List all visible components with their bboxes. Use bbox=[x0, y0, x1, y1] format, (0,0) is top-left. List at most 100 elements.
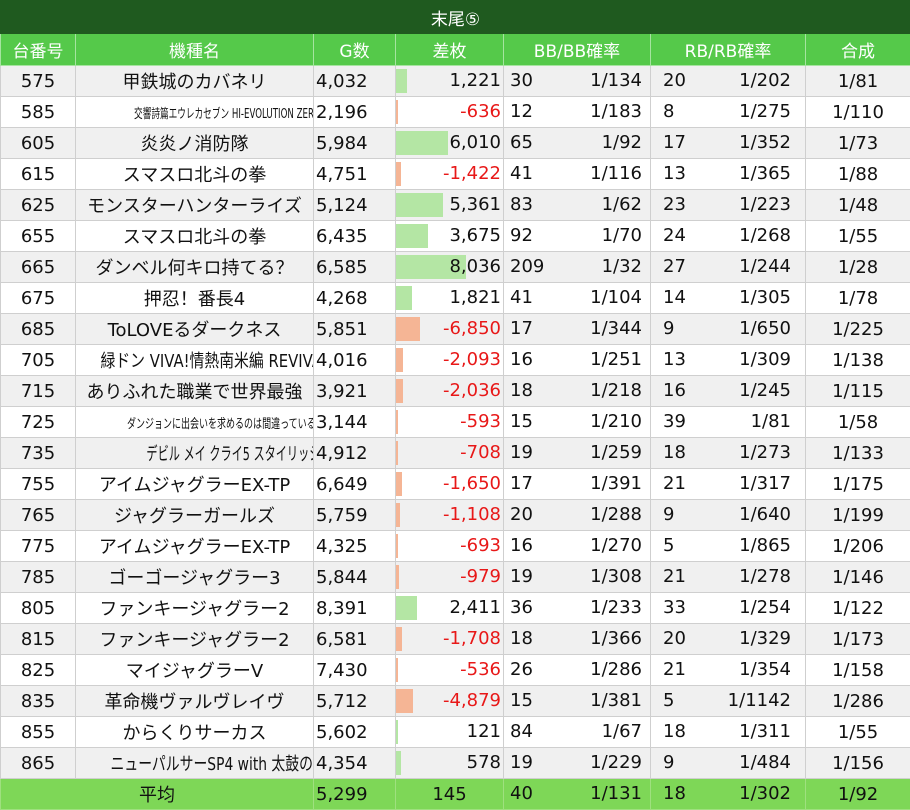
bb-cell: 209 1/32 bbox=[504, 252, 651, 283]
diff-bar bbox=[396, 720, 398, 744]
machine-no: 805 bbox=[1, 593, 76, 624]
combined-rate: 1/73 bbox=[806, 128, 910, 159]
game-count: 5,712 bbox=[314, 686, 396, 717]
bb-cell: 84 1/67 bbox=[504, 717, 651, 748]
bb-rate: 1/229 bbox=[590, 748, 642, 778]
machine-no: 735 bbox=[1, 438, 76, 469]
rb-count: 5 bbox=[663, 686, 674, 716]
diff-cell: -1,650 bbox=[396, 469, 504, 500]
game-count: 8,391 bbox=[314, 593, 396, 624]
rb-count: 20 bbox=[663, 624, 686, 654]
table-row: 865 ニューパルサーSP4 with 太鼓の達人 4,354 578 19 1… bbox=[1, 748, 910, 779]
table-row: 735 デビル メイ クライ5 スタイリッシュトライブ 4,912 -708 1… bbox=[1, 438, 910, 469]
diff-value: 8,036 bbox=[449, 252, 501, 282]
machine-name-cell: スマスロ北斗の拳 bbox=[76, 221, 314, 252]
machine-name-cell: ファンキージャグラー2 bbox=[76, 624, 314, 655]
combined-rate: 1/138 bbox=[806, 345, 910, 376]
rb-cell: 33 1/254 bbox=[651, 593, 806, 624]
machine-name: 押忍！番長4 bbox=[144, 285, 245, 311]
bb-cell: 65 1/92 bbox=[504, 128, 651, 159]
machine-no: 835 bbox=[1, 686, 76, 717]
bb-count: 15 bbox=[510, 407, 533, 437]
table-row: 805 ファンキージャグラー2 8,391 2,411 36 1/233 33 … bbox=[1, 593, 910, 624]
table-row: 675 押忍！番長4 4,268 1,821 41 1/104 14 1/305… bbox=[1, 283, 910, 314]
bb-count: 41 bbox=[510, 159, 533, 189]
average-bb-cell: 40 1/131 bbox=[504, 779, 651, 810]
average-rb-rate: 1/302 bbox=[739, 779, 791, 809]
rb-cell: 18 1/311 bbox=[651, 717, 806, 748]
machine-name-cell: 革命機ヴァルヴレイヴ bbox=[76, 686, 314, 717]
combined-rate: 1/156 bbox=[806, 748, 910, 779]
diff-value: -2,093 bbox=[443, 345, 501, 375]
bb-cell: 19 1/229 bbox=[504, 748, 651, 779]
bb-cell: 16 1/270 bbox=[504, 531, 651, 562]
diff-cell: -2,093 bbox=[396, 345, 504, 376]
bb-cell: 19 1/259 bbox=[504, 438, 651, 469]
machine-no: 685 bbox=[1, 314, 76, 345]
diff-value: 578 bbox=[467, 748, 501, 778]
machine-name-cell: アイムジャグラーEX-TP bbox=[76, 531, 314, 562]
bb-count: 65 bbox=[510, 128, 533, 158]
bb-rate: 1/233 bbox=[590, 593, 642, 623]
machine-name-cell: ゴーゴージャグラー3 bbox=[76, 562, 314, 593]
game-count: 5,984 bbox=[314, 128, 396, 159]
rb-cell: 21 1/278 bbox=[651, 562, 806, 593]
diff-cell: -708 bbox=[396, 438, 504, 469]
diff-cell: 3,675 bbox=[396, 221, 504, 252]
rb-count: 13 bbox=[663, 159, 686, 189]
machine-name-cell: アイムジャグラーEX-TP bbox=[76, 469, 314, 500]
bb-count: 209 bbox=[510, 252, 544, 282]
machine-no: 625 bbox=[1, 190, 76, 221]
bb-rate: 1/251 bbox=[590, 345, 642, 375]
rb-cell: 27 1/244 bbox=[651, 252, 806, 283]
rb-count: 21 bbox=[663, 562, 686, 592]
diff-value: -4,879 bbox=[443, 686, 501, 716]
machine-no: 775 bbox=[1, 531, 76, 562]
average-diff: 145 bbox=[396, 779, 504, 810]
average-bb: 40 bbox=[510, 779, 533, 809]
machine-name-cell: からくりサーカス bbox=[76, 717, 314, 748]
table-row: 585 交響詩篇エウレカセブン HI-EVOLUTION ZERO TYPE-A… bbox=[1, 97, 910, 128]
table-row: 815 ファンキージャグラー2 6,581 -1,708 18 1/366 20… bbox=[1, 624, 910, 655]
machine-no: 705 bbox=[1, 345, 76, 376]
rb-cell: 5 1/1142 bbox=[651, 686, 806, 717]
machine-name: ジャグラーガールズ bbox=[114, 502, 275, 528]
bb-count: 16 bbox=[510, 531, 533, 561]
table-row: 655 スマスロ北斗の拳 6,435 3,675 92 1/70 24 1/26… bbox=[1, 221, 910, 252]
machine-name-cell: ジャグラーガールズ bbox=[76, 500, 314, 531]
diff-cell: -6,850 bbox=[396, 314, 504, 345]
machine-name-cell: モンスターハンターライズ bbox=[76, 190, 314, 221]
rb-count: 9 bbox=[663, 314, 674, 344]
diff-value: 1,221 bbox=[449, 66, 501, 96]
rb-count: 20 bbox=[663, 66, 686, 96]
game-count: 4,325 bbox=[314, 531, 396, 562]
bb-count: 20 bbox=[510, 500, 533, 530]
diff-cell: -536 bbox=[396, 655, 504, 686]
bb-rate: 1/218 bbox=[590, 376, 642, 406]
rb-cell: 9 1/650 bbox=[651, 314, 806, 345]
game-count: 2,196 bbox=[314, 97, 396, 128]
machine-name-cell: ダンジョンに出会いを求めるのは間違っているだろうか2 bbox=[76, 407, 314, 438]
rb-rate: 1/650 bbox=[739, 314, 791, 344]
game-count: 4,016 bbox=[314, 345, 396, 376]
diff-value: -6,850 bbox=[443, 314, 501, 344]
bb-count: 17 bbox=[510, 314, 533, 344]
header-row: 台番号 機種名 G数 差枚 BB/BB確率 RB/RB確率 合成 bbox=[1, 34, 910, 66]
diff-bar bbox=[396, 627, 402, 651]
rb-count: 27 bbox=[663, 252, 686, 282]
diff-value: 5,361 bbox=[449, 190, 501, 220]
rb-rate: 1/309 bbox=[739, 345, 791, 375]
rb-rate: 1/305 bbox=[739, 283, 791, 313]
rb-rate: 1/311 bbox=[739, 717, 791, 747]
rb-rate: 1/245 bbox=[739, 376, 791, 406]
bb-rate: 1/288 bbox=[590, 500, 642, 530]
rb-rate: 1/640 bbox=[739, 500, 791, 530]
diff-bar bbox=[396, 131, 448, 155]
combined-rate: 1/110 bbox=[806, 97, 910, 128]
bb-rate: 1/381 bbox=[590, 686, 642, 716]
diff-bar bbox=[396, 472, 402, 496]
machine-name: ありふれた職業で世界最強 bbox=[87, 378, 303, 404]
combined-rate: 1/122 bbox=[806, 593, 910, 624]
rb-count: 8 bbox=[663, 97, 674, 127]
rb-rate: 1/275 bbox=[739, 97, 791, 127]
